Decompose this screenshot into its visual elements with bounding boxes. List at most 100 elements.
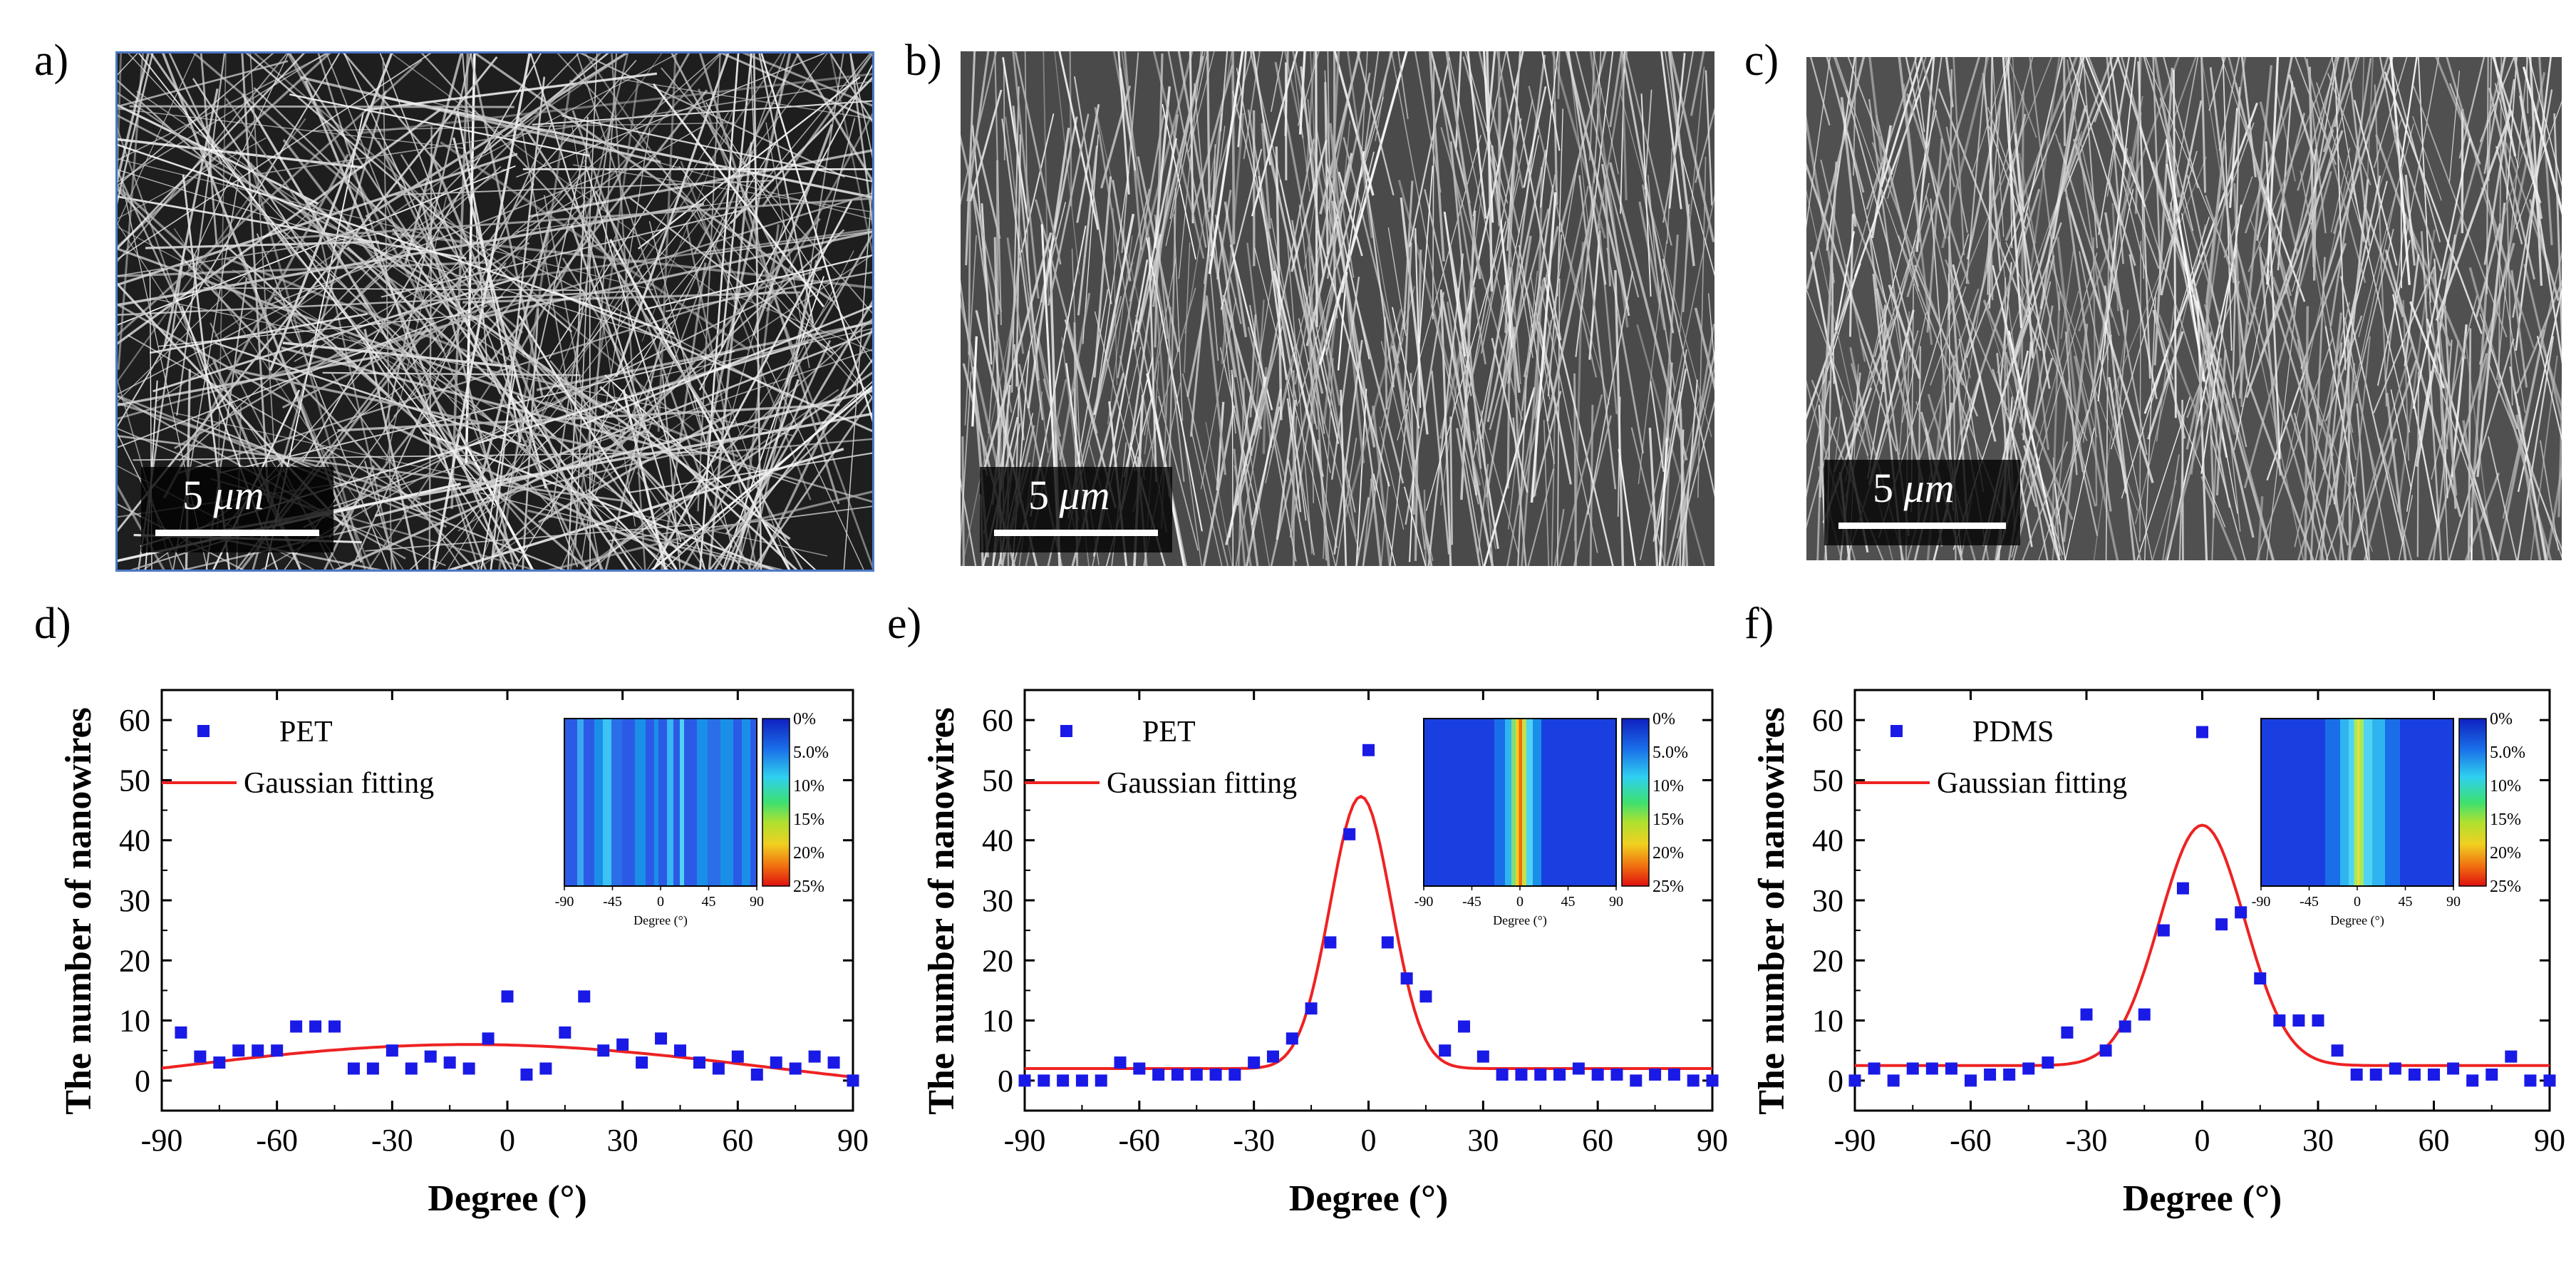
chart-e-data-point [1286, 1032, 1298, 1045]
chart-e-xlabel: Degree (°) [1289, 1178, 1448, 1219]
chart-d-colorbar-label: 20% [793, 844, 824, 863]
chart-e-data-point [1610, 1068, 1623, 1081]
chart-d-inset-band [603, 719, 611, 886]
chart-e-inset-band [1494, 719, 1505, 886]
chart-d-inset-band [654, 719, 658, 886]
chart-d-data-point [175, 1026, 187, 1039]
chart-e-ytick-label: 10 [982, 1004, 1013, 1039]
chart-d-inset-band [708, 719, 720, 886]
chart-d-inset-band [697, 719, 708, 886]
chart-e-colorbar-label: 5.0% [1652, 744, 1688, 762]
chart-d-data-point [482, 1032, 495, 1045]
chart-f-data-point [2235, 906, 2247, 919]
chart-d-inset-xlabel: Degree (°) [633, 913, 688, 928]
chart-d-inset-band [720, 719, 733, 886]
chart-e-ytick-label: 40 [982, 823, 1013, 858]
chart-f-inset-band [2400, 719, 2453, 886]
panel-label-c: c) [1744, 36, 1779, 85]
chart-d-data-point [520, 1068, 533, 1081]
panel-label-e: e) [887, 600, 922, 648]
chart-f-legend-label: Gaussian fitting [1937, 767, 2127, 800]
chart-f-ytick-label: 40 [1812, 823, 1843, 858]
chart-e-data-point [1018, 1074, 1031, 1087]
chart-d-colorbar [762, 718, 790, 887]
chart-d-inset-band [684, 719, 697, 886]
chart-e-inset-band [1505, 719, 1511, 886]
chart-d-inset-xtick: -90 [555, 894, 574, 910]
chart-e-colorbar-label: 15% [1652, 811, 1684, 829]
chart-d-ytick-label: 50 [119, 763, 150, 798]
chart-d-data-point [693, 1056, 705, 1069]
chart-d-colorbar-label: 5.0% [793, 744, 829, 762]
sem-image-a [115, 51, 874, 572]
chart-d-inset-band [673, 719, 680, 886]
chart-f-data-point [2408, 1068, 2421, 1081]
chart-e: -90 -60 -30 0 30 60 90 0 10 20 30 40 50 60 Degree (°) T… [921, 689, 1728, 1219]
chart-f-data-point [2524, 1074, 2537, 1087]
chart-d-data-point [443, 1056, 456, 1069]
chart-d-xtick-label: 30 [607, 1123, 638, 1158]
chart-e-data-point [1649, 1068, 1662, 1081]
chart-d-inset-band [622, 719, 635, 886]
chart-e-legend-label: Gaussian fitting [1107, 767, 1297, 800]
chart-e-inset-xtick: 0 [1516, 894, 1524, 910]
panel-label-b: b) [905, 36, 942, 85]
chart-e-data-point [1133, 1062, 1146, 1075]
chart-f-data-point [2389, 1062, 2401, 1075]
chart-e-data-point [1324, 936, 1337, 949]
chart-e-xtick-label: 30 [1467, 1123, 1499, 1158]
chart-d-inset-band [577, 719, 584, 886]
chart-f-xtick-label: -60 [1950, 1123, 1992, 1158]
chart-d-data-point [271, 1044, 284, 1057]
chart-f-colorbar-label: 25% [2490, 878, 2521, 896]
chart-f-fit-curve [1855, 823, 2550, 1067]
chart-e-data-point [1496, 1068, 1509, 1081]
chart-f-data-point [2543, 1074, 2556, 1087]
chart-d-data-point [636, 1056, 648, 1069]
chart-e-colorbar [1621, 718, 1650, 887]
chart-d-inset-band [584, 719, 594, 886]
chart-d-data-point [347, 1062, 360, 1075]
chart-f-data-point [2466, 1074, 2479, 1087]
chart-d-data-point [386, 1044, 398, 1057]
chart-f-colorbar-label: 10% [2490, 777, 2521, 796]
chart-f-data-point [2080, 1008, 2093, 1021]
chart-d-xtick-label: -30 [371, 1123, 413, 1158]
chart-e-xtick-label: 60 [1582, 1123, 1613, 1158]
chart-e-inset-band [1526, 719, 1533, 886]
chart-f-ytick-label: 0 [1828, 1064, 1843, 1099]
chart-e-data-point [1248, 1056, 1261, 1069]
chart-e-ytick-label: 0 [998, 1064, 1013, 1099]
chart-d-data-point [290, 1020, 303, 1033]
chart-d-data-point [213, 1056, 226, 1069]
chart-e-data-point [1171, 1068, 1184, 1081]
chart-d-inset-band [594, 719, 603, 886]
chart-f-inset-band [2340, 719, 2349, 886]
chart-e-xtick-label: 0 [1361, 1123, 1377, 1158]
chart-e-data-point [1515, 1068, 1528, 1081]
chart-f-inset-band [2359, 719, 2364, 886]
chart-f-data-point [2447, 1062, 2460, 1075]
chart-f-data-point [1868, 1062, 1881, 1075]
chart-f-inset-band [2372, 719, 2385, 886]
scale-bar-label-b: 5 μm [1028, 472, 1110, 518]
chart-e-colorbar-label: 25% [1652, 878, 1684, 896]
chart-f-inset-band [2354, 719, 2357, 886]
chart-d-inset-band [635, 719, 646, 886]
chart-d-ytick-label: 40 [119, 823, 150, 858]
chart-d-data-point [731, 1050, 744, 1063]
chart-e-inset-xtick: 90 [1609, 894, 1623, 910]
chart-e-colorbar-label: 20% [1652, 844, 1684, 863]
chart-e-inset-band [1516, 719, 1519, 886]
chart-e-xtick-label: -90 [1004, 1123, 1046, 1158]
chart-e-data-point [1476, 1050, 1489, 1063]
chart-e-data-point [1534, 1068, 1547, 1081]
chart-f-inset-xtick: -90 [2252, 894, 2271, 910]
chart-f-ytick-label: 50 [1812, 763, 1843, 798]
chart-d-colorbar-label: 0% [793, 710, 816, 729]
chart-f-colorbar-label: 20% [2490, 844, 2521, 863]
chart-f-data-point [2350, 1068, 2363, 1081]
chart-f-data-point [2196, 726, 2208, 739]
chart-f-data-point [1906, 1062, 1919, 1075]
chart-e-data-point [1075, 1074, 1088, 1087]
